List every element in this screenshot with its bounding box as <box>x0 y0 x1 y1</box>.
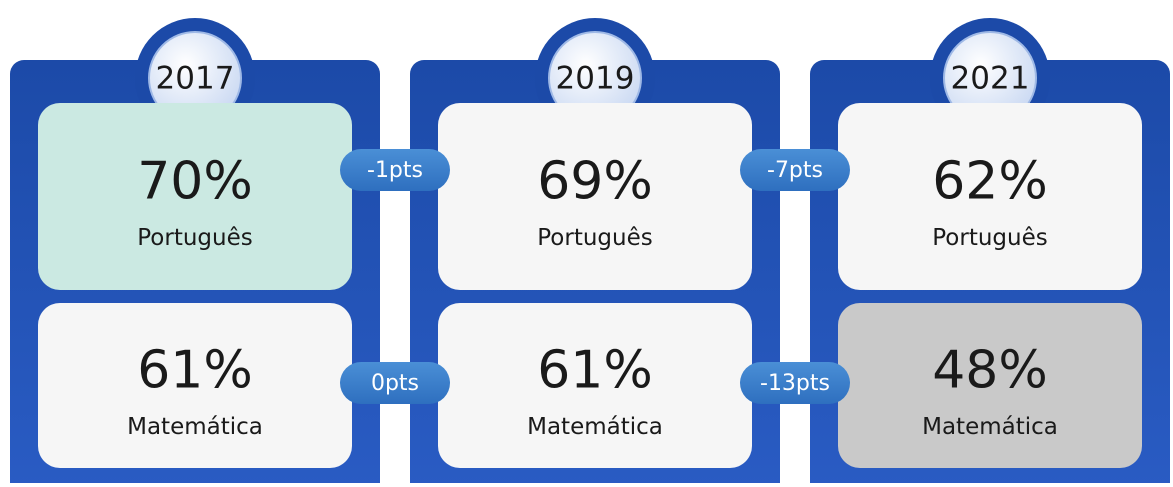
change-label: -7pts <box>767 158 823 183</box>
cell <box>38 103 352 290</box>
subject: Português <box>537 225 652 251</box>
percentage: 61% <box>137 341 253 401</box>
percentage: 70% <box>137 152 253 212</box>
change-badge <box>340 149 450 191</box>
percentage: 48% <box>932 341 1048 401</box>
subject: Matemática <box>922 414 1058 440</box>
percentage: 62% <box>932 152 1048 212</box>
subject: Matemática <box>527 414 663 440</box>
cell <box>38 303 352 468</box>
change-badge <box>740 149 850 191</box>
cell <box>838 303 1142 468</box>
change-label: -13pts <box>760 371 830 396</box>
change-badge <box>340 362 450 404</box>
change-label: 0pts <box>371 371 419 396</box>
cell <box>838 103 1142 290</box>
year: 2017 <box>156 61 235 97</box>
percentage: 61% <box>537 341 653 401</box>
subject: Português <box>137 225 252 251</box>
change-badge <box>740 362 850 404</box>
subject: Português <box>932 225 1047 251</box>
subject: Matemática <box>127 414 263 440</box>
year: 2021 <box>951 61 1030 97</box>
cell <box>438 303 752 468</box>
percentage: 69% <box>537 152 653 212</box>
change-label: -1pts <box>367 158 423 183</box>
cell <box>438 103 752 290</box>
year: 2019 <box>556 61 635 97</box>
